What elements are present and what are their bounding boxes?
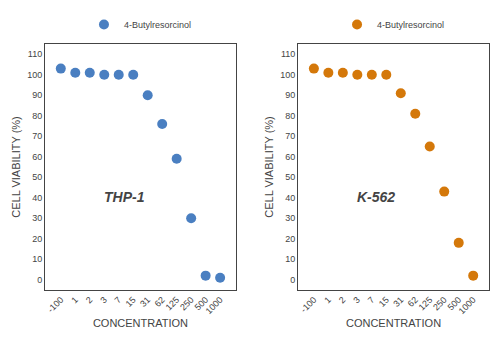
svg-text:110: 110	[28, 49, 42, 59]
svg-text:62: 62	[153, 295, 167, 309]
svg-text:31: 31	[391, 295, 405, 309]
svg-text:31: 31	[138, 295, 152, 309]
svg-text:40: 40	[285, 193, 295, 203]
svg-text:1000: 1000	[457, 295, 478, 316]
svg-text:60: 60	[32, 152, 42, 162]
svg-text:2: 2	[337, 295, 348, 306]
svg-text:10: 10	[32, 254, 42, 264]
svg-text:110: 110	[281, 49, 295, 59]
svg-text:20: 20	[285, 234, 295, 244]
svg-text:7: 7	[113, 295, 124, 306]
svg-text:20: 20	[32, 234, 42, 244]
svg-text:K-562: K-562	[357, 189, 395, 205]
svg-text:80: 80	[285, 111, 295, 121]
svg-text:90: 90	[32, 90, 42, 100]
svg-text:125: 125	[164, 295, 182, 313]
svg-text:CONCENTRATION: CONCENTRATION	[93, 317, 188, 329]
svg-text:90: 90	[285, 90, 295, 100]
svg-text:2: 2	[84, 295, 95, 306]
svg-text:62: 62	[406, 295, 420, 309]
svg-text:CONCENTRATION: CONCENTRATION	[346, 317, 441, 329]
svg-text:7: 7	[366, 295, 377, 306]
svg-text:-100: -100	[299, 295, 319, 315]
svg-text:30: 30	[32, 213, 42, 223]
svg-text:80: 80	[32, 111, 42, 121]
svg-text:1000: 1000	[203, 295, 224, 316]
svg-text:60: 60	[285, 152, 295, 162]
svg-text:CELL VIABILITY (%): CELL VIABILITY (%)	[263, 116, 275, 217]
svg-text:500: 500	[446, 295, 464, 313]
svg-text:THP-1: THP-1	[104, 189, 145, 205]
svg-text:4-Butylresorcinol: 4-Butylresorcinol	[124, 20, 191, 30]
svg-text:1: 1	[69, 295, 80, 306]
svg-text:15: 15	[377, 295, 391, 309]
svg-text:CELL VIABILITY (%): CELL VIABILITY (%)	[10, 116, 22, 217]
svg-text:100: 100	[280, 70, 295, 80]
svg-text:0: 0	[37, 275, 42, 285]
svg-text:3: 3	[351, 295, 362, 306]
svg-text:10: 10	[285, 254, 295, 264]
svg-text:15: 15	[124, 295, 138, 309]
svg-text:30: 30	[285, 213, 295, 223]
svg-text:40: 40	[32, 193, 42, 203]
svg-text:70: 70	[32, 131, 42, 141]
svg-text:1: 1	[322, 295, 333, 306]
svg-text:50: 50	[285, 172, 295, 182]
svg-text:125: 125	[417, 295, 435, 313]
svg-text:100: 100	[27, 70, 42, 80]
svg-text:0: 0	[290, 275, 295, 285]
svg-text:250: 250	[178, 295, 196, 313]
svg-text:50: 50	[32, 172, 42, 182]
svg-text:4-Butylresorcinol: 4-Butylresorcinol	[377, 20, 444, 30]
svg-text:250: 250	[431, 295, 449, 313]
svg-text:-100: -100	[46, 295, 66, 315]
svg-text:500: 500	[193, 295, 211, 313]
svg-text:70: 70	[285, 131, 295, 141]
svg-text:3: 3	[98, 295, 109, 306]
